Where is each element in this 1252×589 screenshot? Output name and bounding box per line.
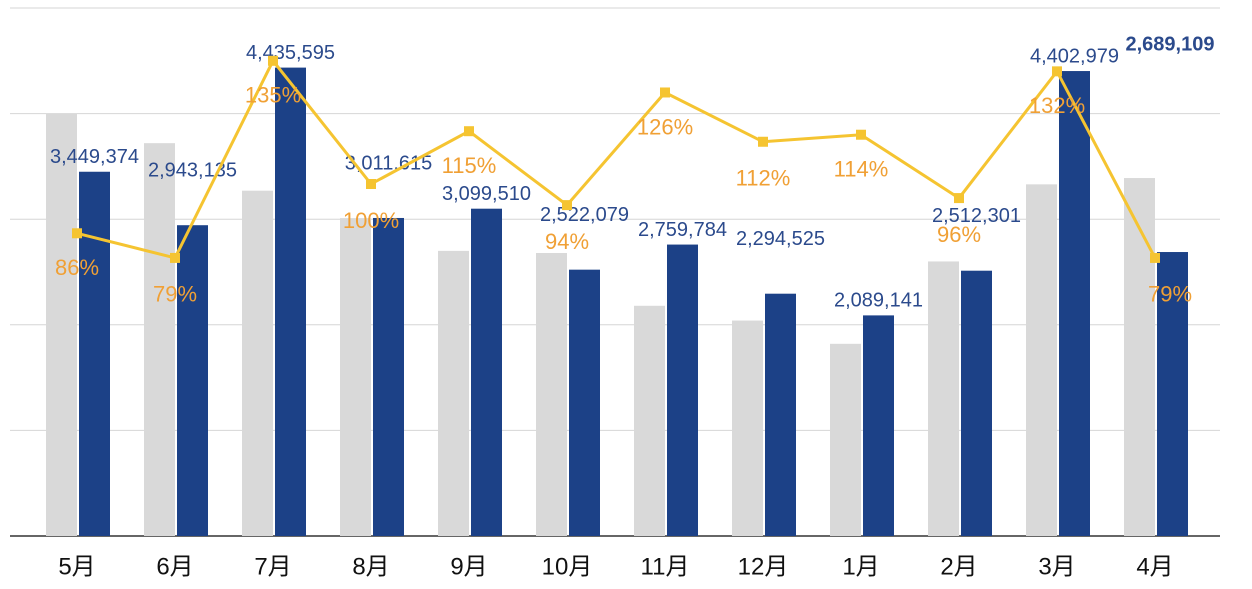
bar [863,315,894,536]
bar [471,208,502,536]
bar [1124,178,1155,537]
line-marker [562,200,572,211]
data-label: 79% [1148,282,1192,307]
bar [438,250,469,536]
x-tick-label: 4月 [1136,553,1173,580]
bar [79,171,110,537]
x-tick-label: 11月 [641,553,690,580]
data-label: 100% [343,208,399,233]
line-marker [464,126,474,137]
data-label: 115% [442,153,497,178]
bar [569,269,600,536]
bar [667,244,698,536]
data-label: 96% [937,222,981,247]
data-label: 86% [55,255,99,280]
line-marker [268,55,278,66]
x-tick-label: 2月 [940,553,977,580]
data-label: 94% [545,229,589,254]
line-marker [660,87,670,98]
line-marker [1150,252,1160,263]
bar [536,252,567,536]
x-tick-label: 10月 [542,553,593,580]
bar [765,293,796,536]
bar [1026,184,1057,537]
data-label: 3,099,510 [442,183,531,205]
x-tick-label: 1月 [842,553,879,580]
x-tick-label: 7月 [254,553,291,580]
x-tick-label: 12月 [738,553,789,580]
bar [1059,71,1090,537]
data-label: 3,011,615 [345,152,433,174]
data-label: 135% [245,83,301,108]
x-tick-label: 3月 [1038,553,1075,580]
data-label: 2,089,141 [834,290,923,312]
data-label: 2,759,784 [638,219,727,241]
bar [928,261,959,536]
line-marker [72,228,82,239]
data-label: 2,294,525 [736,228,825,250]
data-label: 114% [834,157,889,182]
bar [275,67,306,536]
bar [340,218,371,537]
bar [634,305,665,536]
line [76,58,1157,260]
x-tick-label: 5月 [58,553,95,580]
data-label: 2,689,109 [1126,33,1215,55]
line-marker [758,136,768,147]
data-label: 4,435,595 [246,42,335,64]
x-tick-label: 9月 [450,553,487,580]
bar [1157,252,1188,536]
bar [961,270,992,536]
bar [732,320,763,536]
bar [373,217,404,536]
data-label: 126% [637,114,693,139]
data-label: 3,449,374 [50,146,139,168]
bar [144,143,175,536]
line-marker [1052,66,1062,77]
bar [830,343,861,536]
x-tick-label: 6月 [156,553,193,580]
bar [46,113,77,536]
line-marker [366,179,376,189]
data-label: 132% [1029,93,1085,118]
bar [242,190,273,537]
bar [177,225,208,536]
line-marker [954,193,964,204]
data-label: 79% [153,282,197,307]
line-marker [170,252,180,263]
x-tick-label: 8月 [352,553,389,580]
data-label: 4,402,979 [1030,45,1119,67]
line-marker [856,129,866,140]
data-label: 112% [736,166,791,191]
data-label: 2,512,301 [932,205,1021,227]
data-label: 2,522,079 [540,204,629,226]
